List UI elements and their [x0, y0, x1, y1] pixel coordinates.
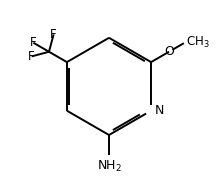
Text: NH$_2$: NH$_2$: [97, 159, 121, 174]
Text: F: F: [50, 28, 57, 41]
Text: O: O: [164, 45, 174, 58]
Text: CH$_3$: CH$_3$: [186, 35, 209, 50]
Text: F: F: [28, 50, 35, 63]
Text: F: F: [30, 36, 37, 49]
Text: N: N: [154, 104, 164, 117]
